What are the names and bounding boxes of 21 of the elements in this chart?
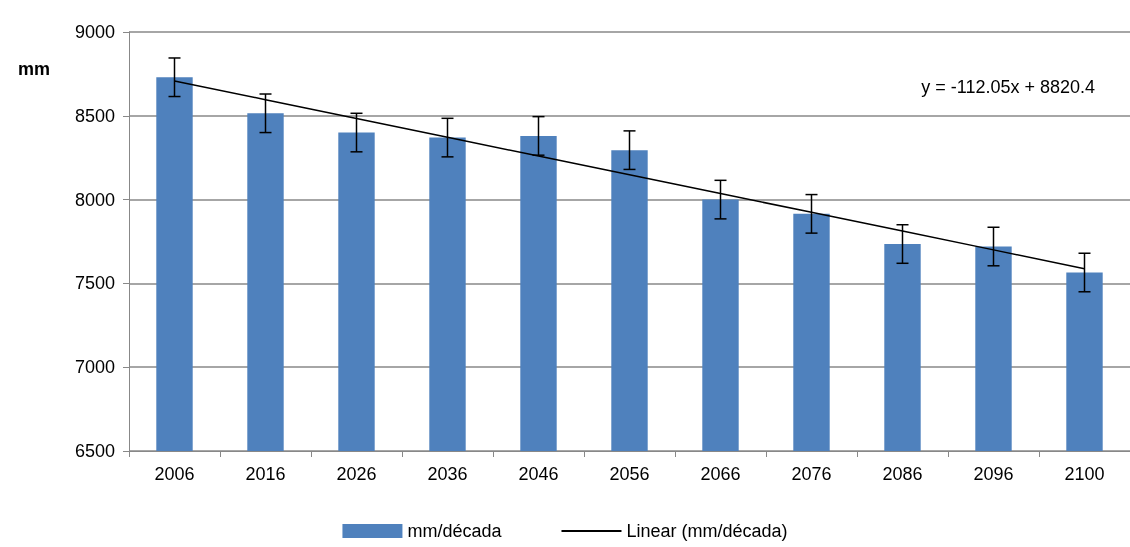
x-tick-label: 2100 <box>1064 464 1105 484</box>
x-tick-label: 2016 <box>245 464 286 484</box>
x-tick-label: 2056 <box>609 464 650 484</box>
legend-label: mm/década <box>407 521 503 541</box>
y-tick-label: 6500 <box>74 441 115 461</box>
x-tick-label: 2076 <box>791 464 832 484</box>
x-tick-label: 2046 <box>518 464 559 484</box>
annotation: y = -112.05x + 8820.4 <box>921 77 1095 97</box>
legend-label: Linear (mm/década) <box>626 521 788 541</box>
x-tick-label: 2006 <box>154 464 195 484</box>
y-tick-label: 8000 <box>74 189 115 210</box>
y-tick-label: 9000 <box>74 22 115 42</box>
x-tick-label: 2036 <box>427 464 468 484</box>
x-tick-label: 2086 <box>882 464 923 484</box>
y-tick-label: 8500 <box>74 105 115 126</box>
y-axis-title: mm <box>18 59 51 79</box>
x-tick-label: 2066 <box>700 464 741 484</box>
y-tick-label: 7500 <box>74 273 115 294</box>
x-tick-label: 2096 <box>973 464 1014 484</box>
x-tick-label: 2026 <box>336 464 377 484</box>
y-tick-label: 7000 <box>74 357 115 378</box>
